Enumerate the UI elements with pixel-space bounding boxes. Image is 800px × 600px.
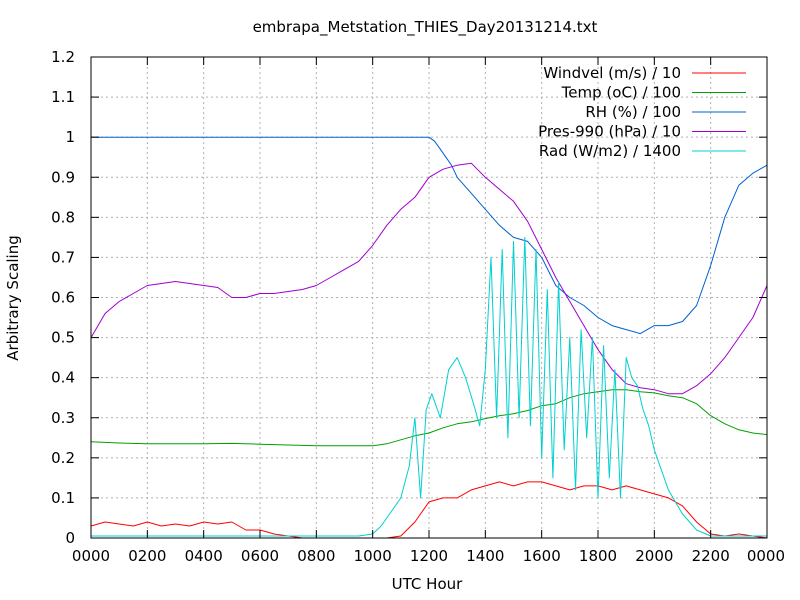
- series-line-3: [91, 136, 768, 335]
- legend-label: Rad (W/m2) / 1400: [539, 142, 681, 160]
- y-tick-label: 1.1: [51, 88, 75, 106]
- x-tick-label: 0000: [72, 547, 110, 565]
- x-tick-label: 0600: [241, 547, 279, 565]
- x-tick-label: 1400: [466, 547, 504, 565]
- x-axis-label: UTC Hour: [392, 575, 463, 593]
- y-tick-label: 0: [65, 529, 75, 547]
- legend-label: RH (%) / 100: [585, 103, 681, 121]
- x-tick-label: 1200: [410, 547, 448, 565]
- y-axis-label: Arbitrary Scaling: [4, 235, 22, 361]
- y-tick-label: 0.9: [51, 168, 75, 186]
- series-line-1: [90, 481, 768, 539]
- series-line-4: [90, 162, 768, 395]
- series-line-2: [90, 389, 768, 447]
- y-tick-label: 0.3: [51, 409, 75, 427]
- y-tick-label: 0.5: [51, 329, 75, 347]
- x-tick-label: 2000: [635, 547, 673, 565]
- series-line-5: [91, 236, 767, 537]
- x-tick-label: 1600: [523, 547, 561, 565]
- y-tick-label: 0.6: [51, 289, 75, 307]
- x-tick-label: 0400: [185, 547, 223, 565]
- x-tick-label: 0000: [747, 547, 785, 565]
- x-tick-label: 0200: [128, 547, 166, 565]
- tick-layer: 0 0.1 0.2 0.3 0.4 0.5 0.6 0.7 0.8 0.9 1 1.1 1.2 0000 0…: [51, 48, 785, 565]
- series-layer: [90, 136, 768, 539]
- y-tick-label: 0.8: [51, 208, 75, 226]
- y-tick-label: 0.4: [51, 369, 75, 387]
- y-tick-label: 0.1: [51, 489, 75, 507]
- legend-label: Temp (oC) / 100: [561, 84, 681, 102]
- x-tick-label: 2200: [692, 547, 730, 565]
- legend-label: Pres-990 (hPa) / 10: [538, 123, 681, 141]
- x-tick-label: 1800: [579, 547, 617, 565]
- y-tick-label: 0.2: [51, 449, 75, 467]
- y-tick-label: 0.7: [51, 248, 75, 266]
- y-tick-label: 1.2: [51, 48, 75, 66]
- chart-title: embrapa_Metstation_THIES_Day20131214.txt: [253, 18, 598, 37]
- x-tick-label: 1000: [354, 547, 392, 565]
- legend-label: Windvel (m/s) / 10: [543, 64, 681, 82]
- x-tick-label: 0800: [297, 547, 335, 565]
- y-tick-label: 1: [65, 128, 75, 146]
